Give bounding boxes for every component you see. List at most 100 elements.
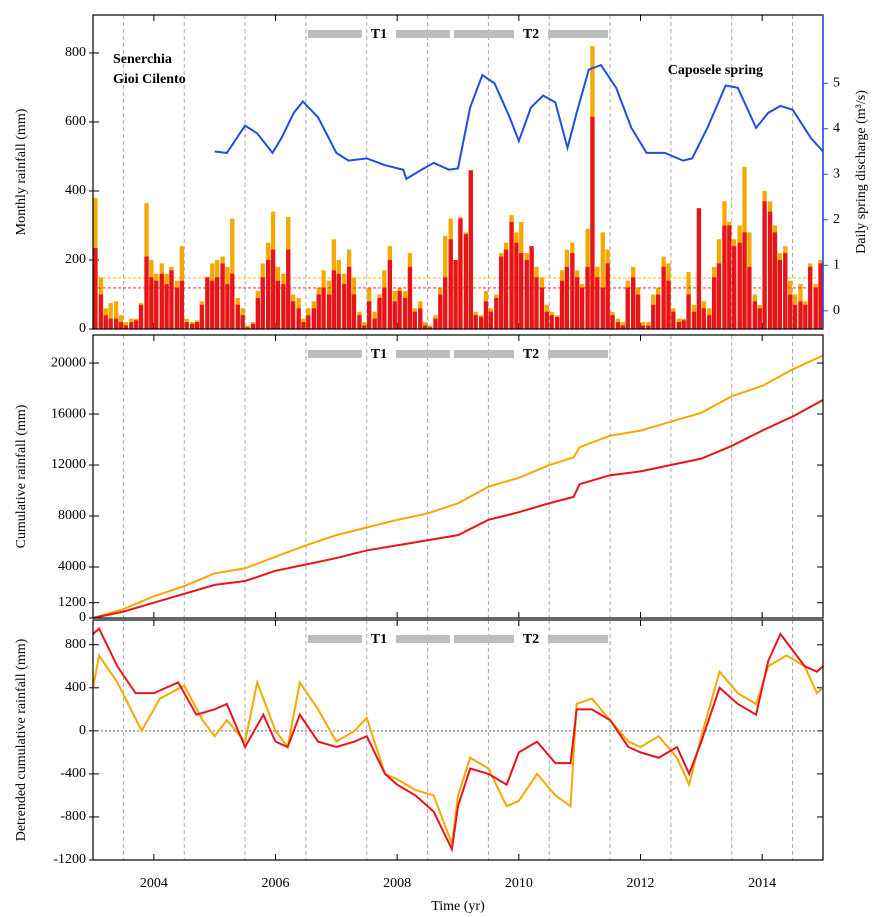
bar	[281, 284, 286, 329]
bar	[727, 225, 732, 329]
bar	[316, 294, 321, 329]
bar	[600, 232, 605, 329]
period-label: T1	[371, 27, 387, 42]
bar	[600, 287, 605, 329]
bar	[661, 266, 666, 329]
bar	[266, 259, 271, 329]
x-axis-label: Time (yr)	[431, 899, 485, 914]
plot-frame	[92, 334, 824, 619]
period-bar	[395, 635, 450, 643]
y2-axis-label: Daily spring discharge (m³/s)	[854, 90, 869, 254]
bar	[655, 294, 661, 329]
y-tick-label: 800	[65, 45, 86, 60]
bar	[108, 318, 113, 329]
y-tick-label: -800	[60, 809, 86, 824]
bar	[590, 116, 595, 330]
bar	[666, 280, 671, 329]
bar	[245, 327, 250, 329]
bar	[534, 277, 539, 329]
period-bar	[453, 635, 514, 643]
bar	[473, 315, 478, 329]
bar	[707, 315, 712, 329]
bar	[194, 322, 200, 329]
bar	[154, 280, 159, 329]
bar	[818, 263, 823, 329]
y-tick-label: 8000	[58, 508, 86, 523]
legend-label: Caposele spring	[668, 63, 763, 78]
y-tick-label: 0	[79, 321, 86, 336]
bar	[772, 232, 778, 329]
period-bar	[307, 350, 362, 358]
bar	[362, 325, 367, 329]
bar	[762, 201, 767, 329]
bar	[686, 294, 691, 329]
bar	[671, 311, 676, 329]
bar	[372, 318, 377, 329]
bar	[615, 322, 621, 329]
bar	[270, 249, 276, 329]
bar	[164, 284, 169, 329]
bar	[402, 297, 408, 329]
x-tick-label: 2012	[627, 876, 655, 891]
period-bar	[307, 30, 362, 38]
bar	[235, 304, 240, 329]
bar	[433, 318, 438, 329]
bar	[250, 323, 256, 329]
period-bar	[395, 30, 450, 38]
bar	[311, 308, 316, 329]
period-bar	[395, 350, 450, 358]
bar	[174, 287, 180, 329]
y-tick-label: 0	[79, 610, 86, 625]
bar	[412, 311, 417, 329]
bar	[716, 263, 722, 329]
period-bar	[548, 350, 609, 358]
series-line	[92, 399, 824, 619]
bar	[290, 301, 296, 329]
y-axis-label: Detrended cumulative rainfall (mm)	[14, 638, 29, 841]
y-axis-label: Monthly rainfall (mm)	[14, 108, 29, 235]
bar	[342, 284, 347, 329]
bar	[407, 266, 413, 329]
bar	[798, 301, 803, 329]
bar	[524, 259, 529, 329]
bar	[625, 287, 630, 329]
bar	[346, 266, 352, 329]
bar	[351, 294, 357, 329]
bar	[631, 277, 636, 329]
bar	[777, 259, 782, 329]
bar	[570, 253, 575, 329]
bar	[808, 266, 813, 329]
bar	[260, 277, 265, 329]
y-tick-label: 400	[65, 183, 86, 198]
bar	[519, 253, 524, 329]
bar	[392, 301, 397, 329]
bar	[681, 320, 686, 329]
y-tick-label: 400	[65, 680, 86, 695]
bar	[123, 325, 129, 329]
bar	[458, 218, 463, 329]
bar	[579, 287, 585, 329]
bar	[118, 322, 124, 329]
y2-tick-label: 1	[833, 258, 840, 273]
bar	[767, 211, 773, 329]
bar	[169, 270, 174, 329]
period-bar	[548, 635, 609, 643]
bar	[585, 266, 590, 329]
bar	[190, 323, 195, 329]
bar	[539, 287, 545, 329]
bar	[737, 242, 742, 329]
bar	[803, 304, 808, 329]
bar	[564, 266, 570, 329]
period-bar	[453, 30, 514, 38]
bar	[752, 301, 758, 329]
x-tick-label: 2014	[748, 876, 776, 891]
legend-label: Gioi Cilento	[113, 72, 186, 87]
bar	[509, 222, 514, 329]
y2-tick-label: 4	[833, 121, 840, 136]
period-label: T1	[371, 632, 387, 647]
bar	[503, 249, 509, 329]
bar	[240, 315, 245, 329]
bar	[468, 170, 473, 329]
bar	[605, 263, 610, 329]
